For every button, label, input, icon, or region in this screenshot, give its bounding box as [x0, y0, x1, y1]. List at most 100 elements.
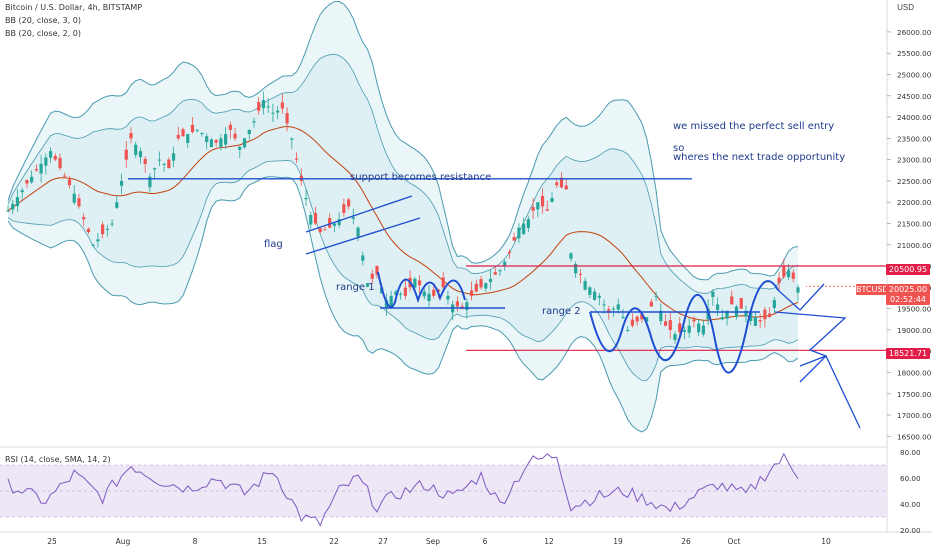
candle [91, 243, 95, 247]
candle [148, 173, 152, 193]
candle-body [588, 287, 592, 295]
candle-body [6, 210, 10, 212]
candle-body [550, 197, 554, 203]
candle-body [484, 283, 488, 289]
candle [668, 312, 672, 339]
candle-body [214, 139, 218, 143]
candle [30, 170, 34, 184]
candle-body [791, 272, 795, 279]
candle [67, 176, 72, 189]
candle [469, 281, 474, 301]
candle-body [351, 217, 355, 219]
candle [119, 173, 124, 194]
candle-body [663, 321, 668, 326]
candle-body [649, 301, 653, 307]
candle [313, 206, 318, 225]
candle-body [143, 158, 147, 164]
candle [242, 137, 247, 149]
candle [39, 155, 43, 183]
candle [536, 202, 540, 218]
candle-body [30, 176, 34, 183]
price-tick-label: 25500.00 [897, 49, 932, 58]
candle-body [115, 202, 119, 208]
candle-body [63, 175, 67, 177]
candle [209, 137, 214, 148]
currency-label: USD [897, 3, 914, 12]
candle [389, 290, 393, 309]
candle [673, 331, 677, 344]
candle-body [67, 179, 72, 186]
candle [782, 258, 786, 279]
candle-body [247, 129, 251, 135]
candle-body [224, 134, 228, 145]
candle [427, 285, 431, 307]
candle-body [630, 319, 635, 326]
time-tick-label: Aug [116, 537, 131, 546]
candle-body [48, 151, 53, 158]
scenario-up [777, 283, 825, 311]
candle-body [711, 291, 715, 297]
candle [110, 219, 114, 228]
candle [129, 127, 133, 144]
candle-body [545, 209, 549, 211]
candle [86, 227, 91, 235]
candle-body [592, 291, 597, 300]
candle-body [356, 227, 360, 237]
rsi-line [7, 452, 799, 527]
candle [176, 126, 180, 141]
candle [635, 315, 639, 326]
rsi-tick-label: 60.00 [900, 474, 921, 483]
candle-body [602, 304, 606, 306]
candle [772, 297, 776, 313]
flag-upper-line [305, 195, 413, 233]
candle-body [328, 217, 332, 228]
bb2-fill [8, 54, 798, 381]
candle [659, 303, 663, 326]
candle-body [276, 110, 280, 113]
candle-body [44, 157, 48, 166]
candle-body [427, 293, 431, 301]
candle [484, 282, 488, 292]
candle [559, 172, 564, 189]
time-tick-label: 12 [544, 537, 554, 546]
candle [48, 147, 53, 163]
candle [252, 117, 256, 128]
candle [701, 320, 705, 337]
candle-body [209, 139, 214, 148]
candle [205, 133, 209, 150]
candle-body [692, 319, 696, 322]
candle [630, 313, 635, 328]
candle [58, 153, 62, 171]
candle [526, 216, 530, 233]
candle [711, 289, 715, 306]
candle [607, 305, 611, 320]
candle [564, 178, 568, 190]
time-tick-label: 10 [821, 537, 831, 546]
candle-body [375, 266, 379, 275]
bb3-upper [7, 0, 799, 281]
candle [96, 233, 100, 248]
candle [309, 211, 313, 229]
time-tick-label: 8 [193, 537, 198, 546]
candle [758, 313, 762, 328]
candle-body [526, 219, 530, 229]
candle [157, 151, 161, 167]
candle-body [559, 177, 564, 188]
candle [786, 264, 791, 281]
candle-body [678, 323, 682, 333]
candle-body [503, 261, 507, 266]
candle [138, 147, 143, 164]
candle-body [72, 193, 76, 203]
candle [261, 91, 266, 115]
candle [413, 276, 417, 289]
candle [777, 272, 781, 291]
flag-lower-line [305, 217, 421, 255]
time-tick-label: 26 [681, 537, 691, 546]
candle [6, 205, 10, 213]
candle-body [507, 251, 512, 254]
candle-body [436, 289, 441, 292]
candle-body [186, 134, 190, 144]
price-tick-label: 16500.00 [897, 432, 932, 441]
